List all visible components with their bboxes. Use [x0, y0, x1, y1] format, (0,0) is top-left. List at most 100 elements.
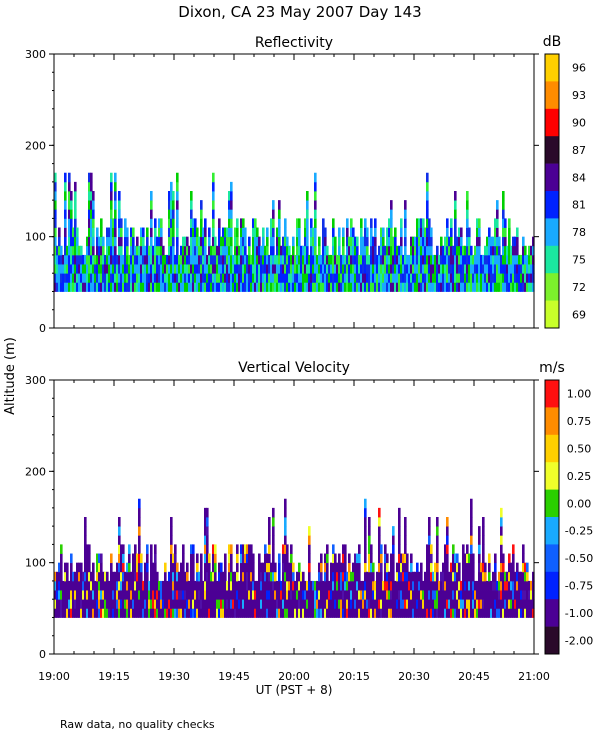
heatmap-cell	[492, 590, 495, 600]
heatmap-cell	[190, 245, 193, 256]
colorbar-swatch	[545, 273, 559, 301]
heatmap-cell	[242, 254, 245, 265]
heatmap-cell	[372, 254, 375, 265]
heatmap-cell	[372, 608, 375, 618]
heatmap-cell	[492, 599, 495, 609]
heatmap-cell	[472, 599, 475, 609]
heatmap-cell	[312, 227, 315, 238]
heatmap-cell	[182, 608, 185, 618]
heatmap-cell	[436, 580, 439, 591]
heatmap-cell	[84, 535, 87, 545]
heatmap-cell	[68, 227, 71, 238]
heatmap-cell	[98, 599, 101, 609]
heatmap-cell	[330, 590, 333, 600]
y-tick-label: 0	[39, 322, 46, 335]
heatmap-cell	[250, 264, 253, 274]
heatmap-cell	[292, 571, 295, 582]
heatmap-cell	[352, 254, 355, 265]
heatmap-cell	[312, 580, 315, 591]
heatmap-cell	[54, 172, 57, 183]
heatmap-cell	[262, 580, 265, 591]
heatmap-cell	[184, 273, 187, 283]
heatmap-cell	[282, 254, 285, 265]
heatmap-cell	[268, 608, 271, 618]
heatmap-cell	[154, 562, 157, 573]
heatmap-cell	[356, 590, 359, 600]
heatmap-cell	[474, 245, 477, 256]
heatmap-cell	[114, 218, 117, 228]
heatmap-cell	[94, 599, 97, 609]
heatmap-cell	[440, 264, 443, 274]
heatmap-cell	[96, 580, 99, 591]
heatmap-cell	[324, 254, 327, 265]
heatmap-cell	[470, 273, 473, 283]
heatmap-cell	[474, 254, 477, 265]
heatmap-cell	[286, 608, 289, 618]
heatmap-cell	[110, 590, 113, 600]
heatmap-cell	[136, 562, 139, 573]
heatmap-cell	[122, 264, 125, 274]
heatmap-cell	[364, 599, 367, 609]
heatmap-cell	[60, 282, 63, 292]
heatmap-cell	[430, 264, 433, 274]
heatmap-cell	[54, 273, 57, 283]
heatmap-cell	[284, 544, 287, 554]
heatmap-cell	[118, 608, 121, 618]
heatmap-cell	[350, 608, 353, 618]
heatmap-cell	[136, 553, 139, 564]
heatmap-cell	[110, 608, 113, 618]
heatmap-cell	[154, 553, 157, 564]
heatmap-cell	[470, 608, 473, 618]
heatmap-cell	[74, 245, 77, 256]
heatmap-cell	[262, 236, 265, 247]
heatmap-cell	[80, 562, 83, 573]
heatmap-cell	[152, 562, 155, 573]
heatmap-cell	[180, 571, 183, 582]
heatmap-cell	[356, 254, 359, 265]
heatmap-cell	[530, 599, 533, 609]
heatmap-cell	[382, 599, 385, 609]
heatmap-cell	[368, 535, 371, 545]
heatmap-cell	[402, 254, 405, 265]
heatmap-cell	[192, 273, 195, 283]
heatmap-cell	[126, 599, 129, 609]
heatmap-cell	[344, 608, 347, 618]
heatmap-cell	[64, 200, 67, 210]
heatmap-cell	[172, 236, 175, 247]
heatmap-cell	[348, 590, 351, 600]
heatmap-cell	[82, 254, 85, 265]
heatmap-cell	[338, 273, 341, 283]
heatmap-cell	[106, 282, 109, 292]
heatmap-cell	[462, 264, 465, 274]
heatmap-cell	[322, 599, 325, 609]
heatmap-cell	[476, 236, 479, 247]
heatmap-cell	[454, 282, 457, 292]
heatmap-cell	[298, 254, 301, 265]
heatmap-cell	[222, 282, 225, 292]
heatmap-cell	[436, 571, 439, 582]
heatmap-cell	[464, 590, 467, 600]
heatmap-cell	[92, 254, 95, 265]
heatmap-cell	[490, 282, 493, 292]
heatmap-cell	[224, 562, 227, 573]
heatmap-cell	[118, 526, 121, 536]
heatmap-cell	[172, 273, 175, 283]
heatmap-cell	[294, 282, 297, 292]
heatmap-cell	[378, 590, 381, 600]
heatmap-cell	[118, 245, 121, 256]
heatmap-cell	[234, 580, 237, 591]
heatmap-cell	[384, 571, 387, 582]
heatmap-cell	[528, 590, 531, 600]
heatmap-cell	[418, 254, 421, 265]
heatmap-cell	[92, 209, 95, 219]
heatmap-cell	[252, 254, 255, 265]
heatmap-cell	[496, 227, 499, 238]
heatmap-cell	[300, 571, 303, 582]
heatmap-cell	[264, 273, 267, 283]
heatmap-cell	[404, 608, 407, 618]
heatmap-cell	[208, 245, 211, 256]
heatmap-cell	[254, 218, 257, 228]
heatmap-cell	[460, 599, 463, 609]
heatmap-cell	[282, 571, 285, 582]
heatmap-cell	[134, 544, 137, 554]
